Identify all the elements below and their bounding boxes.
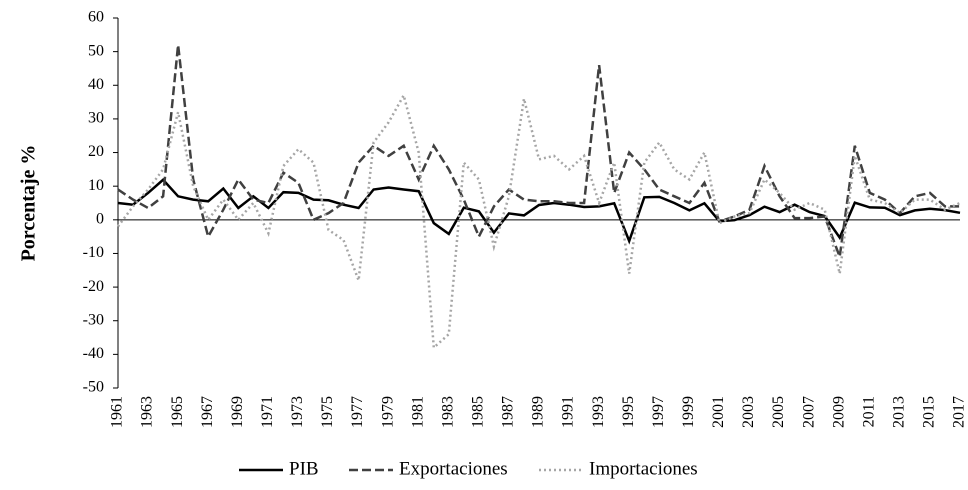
y-tick-label: -20 — [83, 278, 104, 295]
x-tick-label: 1989 — [530, 396, 547, 428]
x-tick-label: 1979 — [379, 396, 396, 428]
y-tick-label: 30 — [88, 110, 104, 127]
x-tick-label: 2015 — [921, 396, 938, 428]
y-tick-label: 60 — [88, 9, 104, 26]
series-line — [116, 92, 961, 351]
x-tick-label: 2001 — [710, 396, 727, 428]
y-tick-label: -10 — [83, 244, 104, 261]
y-tick-label: 0 — [96, 210, 104, 227]
x-tick-label: 2007 — [800, 396, 817, 428]
y-tick-label: 20 — [88, 143, 104, 160]
legend-label: Exportaciones — [399, 458, 508, 479]
series-line — [117, 44, 960, 258]
legend-label: Importaciones — [589, 458, 698, 479]
x-tick-label: 2013 — [891, 396, 908, 428]
x-tick-label: 1997 — [650, 396, 667, 428]
x-tick-label: 1969 — [229, 396, 246, 428]
x-tick-label: 2009 — [830, 396, 847, 428]
x-tick-label: 1991 — [560, 396, 577, 428]
x-tick-label: 2011 — [860, 396, 877, 427]
x-tick-label: 1995 — [620, 396, 637, 428]
y-tick-label: -40 — [83, 345, 104, 362]
y-tick-label: 10 — [88, 177, 104, 194]
y-tick-label: 40 — [88, 76, 104, 93]
x-tick-label: 1983 — [439, 396, 456, 428]
x-tick-label: 1981 — [409, 396, 426, 428]
x-tick-label: 1971 — [259, 396, 276, 428]
y-tick-label: 50 — [88, 42, 104, 59]
x-tick-label: 1961 — [109, 396, 126, 428]
x-tick-label: 1999 — [680, 396, 697, 428]
legend-label: PIB — [289, 458, 319, 479]
x-tick-label: 1987 — [500, 396, 517, 428]
x-tick-label: 2005 — [770, 396, 787, 428]
x-tick-label: 1967 — [199, 396, 216, 428]
x-tick-label: 1993 — [590, 396, 607, 428]
y-axis-label: Porcentaje % — [18, 145, 40, 262]
y-tick-label: -50 — [83, 379, 104, 396]
x-tick-label: 2003 — [740, 396, 757, 428]
x-tick-label: 2017 — [951, 396, 968, 428]
x-tick-label: 1965 — [169, 396, 186, 428]
x-tick-label: 1977 — [349, 396, 366, 428]
x-tick-label: 1973 — [289, 396, 306, 428]
x-tick-label: 1975 — [319, 396, 336, 428]
x-tick-label: 1985 — [470, 396, 487, 428]
y-tick-label: -30 — [83, 311, 104, 328]
x-tick-label: 1963 — [139, 396, 156, 428]
